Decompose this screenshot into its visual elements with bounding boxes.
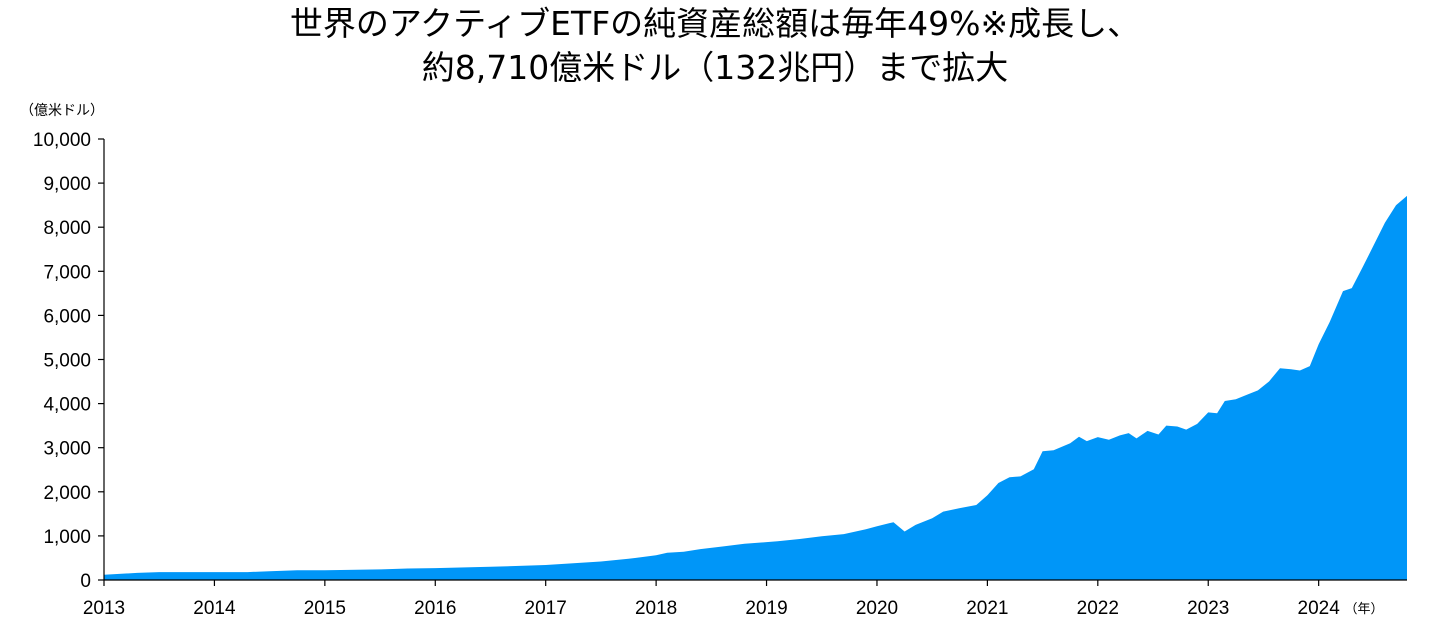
area-series-0: [104, 195, 1407, 580]
x-tick-label: 2017: [525, 598, 567, 619]
chart-title-line-1: 世界のアクティブETFの純資産総額は毎年49%※成長し、: [289, 4, 1141, 43]
y-tick-label: 4,000: [43, 395, 91, 416]
x-tick-label: 2024: [1298, 598, 1341, 619]
y-tick-label: 7,000: [43, 262, 91, 283]
x-tick-label: 2018: [635, 598, 677, 619]
y-tick-label: 5,000: [43, 351, 91, 372]
y-tick-label: 3,000: [43, 439, 91, 460]
x-tick-label: 2013: [83, 598, 125, 619]
y-tick-label: 6,000: [43, 306, 91, 327]
y-tick-label: 2,000: [43, 483, 91, 504]
y-tick-label: 8,000: [43, 218, 91, 239]
y-tick-label: 0: [80, 571, 91, 592]
x-tick-label: 2019: [745, 598, 787, 619]
x-axis-unit-label: （年）: [1344, 602, 1383, 617]
x-tick-label: 2022: [1077, 598, 1119, 619]
x-tick-label: 2015: [304, 598, 346, 619]
y-axis-unit-label: （億米ドル）: [20, 103, 104, 119]
y-tick-label: 10,000: [33, 130, 91, 151]
x-tick-label: 2023: [1187, 598, 1229, 619]
x-tick-label: 2020: [856, 598, 898, 619]
x-tick-label: 2021: [966, 598, 1008, 619]
y-tick-label: 1,000: [43, 527, 91, 548]
x-tick-label: 2014: [193, 598, 236, 619]
y-tick-label: 9,000: [43, 174, 91, 195]
x-tick-label: 2016: [414, 598, 456, 619]
chart-title-line-2: 約8,710億米ドル（132兆円）まで拡大: [421, 48, 1009, 87]
